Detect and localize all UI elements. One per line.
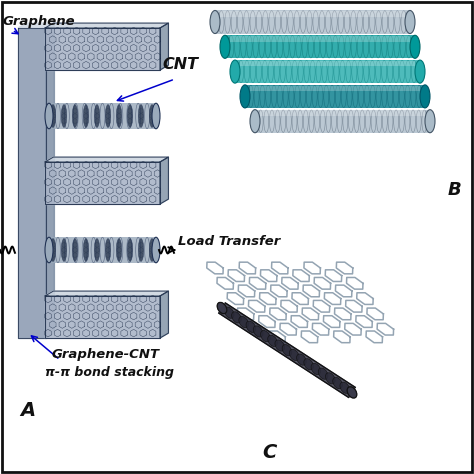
Ellipse shape — [220, 35, 230, 58]
Ellipse shape — [290, 349, 299, 361]
Polygon shape — [18, 28, 46, 338]
Ellipse shape — [94, 238, 100, 262]
Text: Graphene-CNT: Graphene-CNT — [52, 348, 160, 361]
Bar — [220, 11, 405, 17]
Bar — [260, 110, 425, 116]
Ellipse shape — [410, 35, 420, 58]
Ellipse shape — [224, 307, 234, 319]
Ellipse shape — [347, 387, 357, 398]
Bar — [215, 10, 410, 34]
Bar — [49, 103, 156, 129]
Ellipse shape — [72, 105, 78, 128]
Polygon shape — [160, 291, 168, 338]
Ellipse shape — [116, 105, 122, 128]
Text: Graphene: Graphene — [3, 15, 76, 28]
Ellipse shape — [420, 85, 430, 108]
Text: CNT: CNT — [162, 57, 198, 72]
Ellipse shape — [246, 321, 255, 332]
Ellipse shape — [50, 105, 56, 128]
Ellipse shape — [347, 387, 357, 398]
Polygon shape — [18, 23, 55, 28]
Bar — [230, 36, 410, 42]
Polygon shape — [45, 162, 160, 204]
Text: C: C — [262, 443, 276, 462]
Ellipse shape — [116, 238, 122, 262]
Ellipse shape — [61, 238, 67, 262]
Ellipse shape — [45, 103, 53, 129]
Ellipse shape — [333, 377, 342, 389]
Text: B: B — [448, 181, 462, 199]
Ellipse shape — [105, 238, 111, 262]
Ellipse shape — [152, 237, 160, 263]
Ellipse shape — [340, 382, 350, 393]
Polygon shape — [45, 157, 168, 162]
Polygon shape — [46, 23, 55, 338]
Ellipse shape — [138, 105, 144, 128]
Bar — [255, 109, 430, 133]
Ellipse shape — [405, 10, 415, 34]
Ellipse shape — [45, 237, 53, 263]
Ellipse shape — [83, 238, 89, 262]
Text: Load Transfer: Load Transfer — [178, 235, 280, 248]
Ellipse shape — [105, 105, 111, 128]
Ellipse shape — [253, 326, 263, 337]
Polygon shape — [45, 291, 168, 296]
Ellipse shape — [210, 10, 220, 34]
Ellipse shape — [275, 340, 284, 351]
Ellipse shape — [230, 60, 240, 83]
Bar — [235, 60, 420, 83]
Ellipse shape — [127, 238, 133, 262]
Ellipse shape — [240, 85, 250, 108]
Polygon shape — [160, 23, 168, 70]
Ellipse shape — [61, 105, 67, 128]
Ellipse shape — [152, 103, 160, 129]
Ellipse shape — [72, 238, 78, 262]
Ellipse shape — [250, 109, 260, 133]
Ellipse shape — [50, 238, 56, 262]
Ellipse shape — [261, 330, 270, 342]
Ellipse shape — [297, 354, 306, 365]
Ellipse shape — [415, 60, 425, 83]
Bar — [240, 61, 415, 66]
Ellipse shape — [138, 238, 144, 262]
Ellipse shape — [425, 109, 435, 133]
Ellipse shape — [318, 368, 328, 379]
Polygon shape — [45, 296, 160, 338]
Ellipse shape — [217, 302, 227, 314]
Ellipse shape — [83, 105, 89, 128]
Ellipse shape — [232, 312, 241, 323]
Ellipse shape — [149, 238, 155, 262]
Ellipse shape — [217, 302, 227, 314]
Ellipse shape — [239, 317, 248, 328]
Ellipse shape — [94, 105, 100, 128]
Polygon shape — [219, 303, 356, 398]
Ellipse shape — [268, 335, 277, 346]
Text: A: A — [20, 401, 35, 420]
Bar — [225, 35, 415, 58]
Polygon shape — [45, 23, 168, 28]
Polygon shape — [160, 157, 168, 204]
Polygon shape — [45, 28, 160, 70]
Ellipse shape — [282, 345, 292, 356]
Bar — [250, 85, 420, 91]
Ellipse shape — [149, 105, 155, 128]
Text: π-π bond stacking: π-π bond stacking — [45, 366, 174, 379]
Ellipse shape — [326, 373, 335, 384]
Bar — [245, 85, 425, 108]
Ellipse shape — [311, 364, 321, 374]
Bar — [49, 237, 156, 263]
Ellipse shape — [304, 359, 313, 370]
Ellipse shape — [127, 105, 133, 128]
